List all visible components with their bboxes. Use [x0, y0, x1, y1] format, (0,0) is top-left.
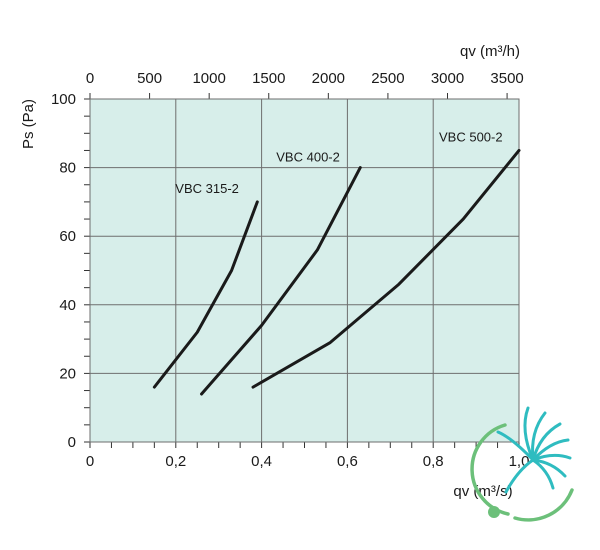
x-tick-label: 0,6	[337, 453, 358, 470]
logo-blade	[531, 458, 555, 490]
x-tick-label: 0	[86, 453, 94, 470]
x2-tick-label: 2000	[312, 70, 345, 87]
x-tick-labels: 0 0,2 0,4 0,6 0,8 1,0	[86, 453, 530, 470]
x2-tick-label: 1000	[192, 70, 225, 87]
fan-swirl-logo-icon	[470, 406, 574, 522]
y-tick-label: 40	[59, 297, 76, 314]
logo-blade	[531, 453, 572, 462]
minor-ticks	[84, 93, 520, 448]
logo-blade	[504, 458, 535, 494]
x-axis-title: qv (m³/s)	[453, 483, 512, 500]
y-axis-title: Ps (Pa)	[20, 99, 37, 149]
x-tick-label: 0,4	[251, 453, 272, 470]
x2-tick-label: 3000	[431, 70, 464, 87]
x2-tick-label: 1500	[252, 70, 285, 87]
series-label: VBC 400-2	[276, 150, 340, 165]
x-tick-label: 1,0	[509, 453, 530, 470]
x2-tick-label: 2500	[371, 70, 404, 87]
series-lines	[152, 148, 521, 396]
y-tick-label: 100	[51, 91, 76, 108]
series-labels: VBC 315-2 VBC 400-2 VBC 500-2	[175, 129, 502, 195]
plot-background	[90, 99, 519, 442]
y-tick-label: 0	[68, 434, 76, 451]
y-tick-label: 80	[59, 160, 76, 177]
x-tick-label: 0,8	[423, 453, 444, 470]
series-line	[200, 166, 362, 396]
y-tick-labels: 0 20 40 60 80 100	[51, 91, 76, 451]
logo-blade	[523, 406, 535, 462]
logo-blade	[496, 430, 535, 462]
logo-blade	[531, 422, 562, 462]
logo-blade	[531, 411, 547, 462]
x2-tick-label: 0	[86, 70, 94, 87]
logo-blade	[531, 438, 570, 462]
x2-tick-label: 500	[137, 70, 162, 87]
series-line	[152, 200, 259, 389]
x2-tick-labels: 0 500 1000 1500 2000 2500 3000 3500	[86, 70, 524, 87]
y-tick-label: 20	[59, 365, 76, 382]
series-label: VBC 500-2	[439, 129, 503, 144]
x-tick-label: 0,2	[165, 453, 186, 470]
series-label: VBC 315-2	[175, 181, 239, 196]
plot-frame	[89, 98, 520, 443]
x2-axis-title: qv (m³/h)	[460, 43, 520, 60]
y-tick-label: 60	[59, 228, 76, 245]
logo-dot	[488, 506, 500, 518]
series-line	[251, 148, 521, 389]
x2-tick-label: 3500	[490, 70, 523, 87]
